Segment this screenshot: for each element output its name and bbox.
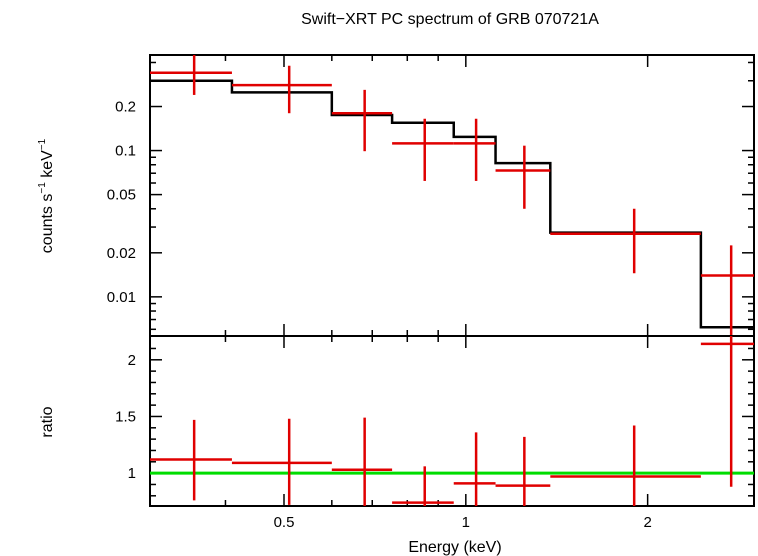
ratio-data-point — [392, 466, 454, 506]
ratio-data-point — [231, 418, 332, 505]
spectrum-data-point — [453, 118, 496, 181]
ratio-frame — [149, 335, 755, 507]
ratio-y-tick-label: 1 — [128, 465, 136, 482]
y-axis-label-ratio: ratio — [39, 406, 56, 437]
spectrum-y-tick-label: 0.01 — [107, 289, 136, 306]
spectrum-y-tick-label: 0.2 — [115, 99, 136, 116]
spectrum-frame — [149, 54, 755, 337]
spectrum-y-tick-label: 0.05 — [107, 187, 136, 204]
x-tick-label: 2 — [643, 514, 651, 531]
spectrum-data-point — [331, 89, 393, 152]
spectrum-panel: 0.01 0.02 0.05 0.1 0.2 — [107, 54, 755, 337]
ratio-data-point — [550, 425, 701, 506]
ratio-y-tick-label: 2 — [128, 352, 136, 369]
y-axis-label-counts-mid: keV — [39, 150, 56, 182]
ratio-data-point — [453, 432, 496, 506]
spectrum-data-point — [231, 65, 332, 114]
x-tick-label: 0.5 — [274, 514, 295, 531]
y-axis-label-counts-main: counts s — [39, 194, 56, 254]
ratio-y-tick-label: 1.5 — [115, 408, 136, 425]
ratio-panel: 0.5 1 2 1 1.5 2 — [115, 335, 755, 531]
spectrum-data-point — [495, 145, 551, 209]
ratio-data-point — [495, 436, 551, 506]
ratio-data-point — [150, 419, 232, 501]
chart-title: Swift−XRT PC spectrum of GRB 070721A — [301, 11, 599, 28]
y-axis-label-counts: counts s−1 keV−1 — [37, 138, 56, 253]
x-axis-label: Energy (keV) — [408, 539, 501, 556]
spectrum-y-tick-label: 0.1 — [115, 143, 136, 160]
spectrum-y-tick-label: 0.02 — [107, 245, 136, 262]
ratio-data-point — [331, 417, 393, 506]
y-axis-label-counts-sup1: −1 — [37, 182, 48, 194]
spectrum-data-point — [392, 118, 454, 181]
spectrum-data-point — [550, 208, 701, 274]
spectrum-data-point — [700, 245, 754, 336]
spectrum-data-point — [150, 55, 232, 95]
x-tick-label: 1 — [462, 514, 470, 531]
y-axis-label-counts-sup2: −1 — [37, 138, 48, 150]
ratio-data-point — [700, 336, 754, 487]
model-step-line — [150, 79, 754, 329]
